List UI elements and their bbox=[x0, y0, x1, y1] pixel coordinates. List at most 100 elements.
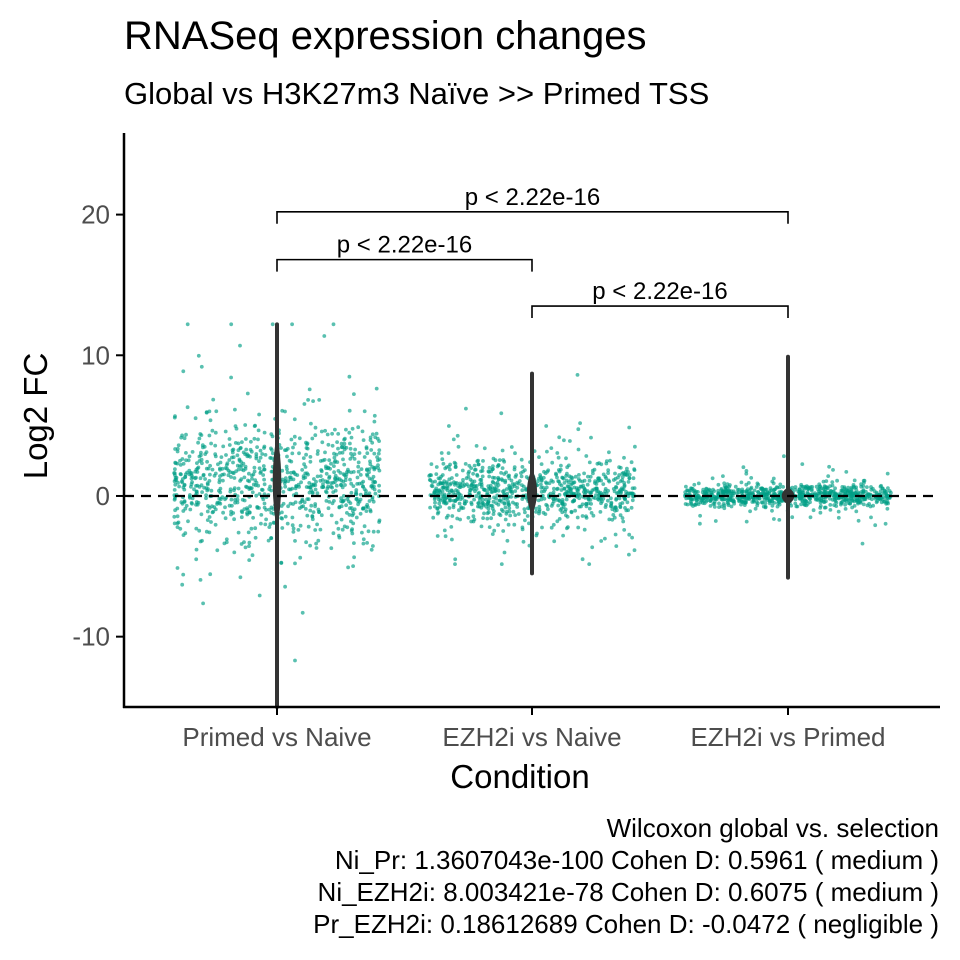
data-point bbox=[255, 505, 260, 510]
data-point bbox=[285, 454, 289, 459]
data-point bbox=[551, 522, 556, 527]
data-point bbox=[589, 511, 594, 515]
data-point bbox=[729, 491, 733, 496]
data-point bbox=[239, 467, 244, 472]
data-point bbox=[359, 481, 364, 486]
data-point bbox=[247, 510, 252, 515]
data-point bbox=[752, 488, 757, 493]
data-point bbox=[343, 483, 347, 487]
data-point bbox=[582, 527, 587, 532]
data-point bbox=[242, 507, 247, 511]
data-point bbox=[207, 530, 212, 535]
data-point bbox=[692, 482, 697, 487]
data-point bbox=[854, 509, 859, 514]
data-point bbox=[178, 458, 182, 463]
data-point bbox=[725, 486, 730, 490]
data-point bbox=[196, 353, 201, 358]
data-point bbox=[301, 474, 306, 478]
data-point bbox=[484, 504, 489, 509]
data-point bbox=[356, 425, 361, 430]
data-point bbox=[843, 502, 847, 507]
data-point bbox=[886, 486, 890, 490]
data-point bbox=[588, 498, 593, 502]
data-point bbox=[500, 466, 505, 470]
data-point bbox=[331, 322, 336, 327]
data-point bbox=[453, 498, 458, 503]
data-point bbox=[232, 476, 237, 480]
data-point bbox=[546, 507, 550, 512]
data-point bbox=[377, 489, 382, 493]
data-point bbox=[726, 497, 731, 502]
data-point bbox=[439, 474, 443, 479]
data-point bbox=[793, 485, 798, 489]
chart-subtitle: Global vs H3K27m3 Naïve >> Primed TSS bbox=[124, 76, 710, 111]
data-point bbox=[607, 450, 611, 455]
data-point bbox=[321, 458, 325, 463]
data-point bbox=[201, 601, 206, 606]
data-point bbox=[373, 465, 378, 470]
data-point bbox=[537, 455, 541, 459]
data-point bbox=[496, 523, 500, 527]
data-point bbox=[577, 504, 582, 509]
data-point bbox=[250, 553, 255, 558]
data-point bbox=[491, 475, 495, 480]
data-point bbox=[456, 491, 460, 495]
data-point bbox=[502, 501, 507, 506]
data-point bbox=[603, 489, 608, 494]
data-point bbox=[244, 437, 248, 441]
data-point bbox=[457, 501, 462, 506]
data-point bbox=[372, 413, 377, 418]
data-point bbox=[573, 474, 578, 479]
data-point bbox=[262, 501, 267, 506]
data-point bbox=[314, 541, 318, 546]
data-point bbox=[622, 480, 626, 485]
data-point bbox=[627, 425, 632, 430]
data-point bbox=[576, 447, 581, 452]
data-point bbox=[590, 545, 595, 550]
data-point bbox=[580, 502, 585, 507]
data-point bbox=[539, 478, 544, 482]
data-point bbox=[308, 459, 313, 464]
data-point bbox=[286, 504, 290, 509]
data-point bbox=[339, 517, 344, 522]
data-point bbox=[510, 485, 514, 489]
data-point bbox=[178, 463, 183, 467]
data-point bbox=[291, 470, 296, 475]
data-point bbox=[263, 522, 268, 527]
data-point bbox=[491, 456, 496, 461]
data-point bbox=[231, 447, 236, 452]
data-point bbox=[296, 528, 301, 532]
data-point bbox=[329, 513, 334, 518]
data-point bbox=[242, 498, 247, 503]
data-point bbox=[183, 506, 188, 511]
data-point bbox=[202, 485, 207, 490]
data-point bbox=[374, 431, 379, 436]
data-point bbox=[290, 322, 294, 327]
data-point bbox=[630, 535, 634, 540]
data-point bbox=[772, 487, 777, 492]
data-point bbox=[211, 397, 216, 402]
data-point bbox=[375, 455, 379, 459]
data-point bbox=[349, 481, 354, 486]
data-point bbox=[540, 525, 544, 530]
data-point bbox=[361, 438, 366, 442]
data-point bbox=[186, 519, 190, 524]
data-point bbox=[599, 462, 604, 467]
data-point bbox=[180, 477, 185, 481]
data-point bbox=[534, 533, 539, 538]
data-point bbox=[193, 416, 198, 421]
data-point bbox=[762, 493, 767, 498]
data-point bbox=[552, 539, 557, 544]
caption-line: Wilcoxon global vs. selection bbox=[606, 813, 939, 843]
data-point bbox=[569, 490, 574, 495]
data-point bbox=[347, 408, 352, 413]
data-point bbox=[618, 513, 623, 518]
data-point bbox=[447, 424, 451, 428]
data-point bbox=[339, 441, 344, 446]
data-point bbox=[354, 492, 359, 496]
data-point bbox=[563, 502, 567, 507]
data-point bbox=[562, 486, 567, 491]
data-point bbox=[218, 466, 222, 471]
data-point bbox=[441, 461, 446, 466]
data-point bbox=[749, 487, 753, 491]
